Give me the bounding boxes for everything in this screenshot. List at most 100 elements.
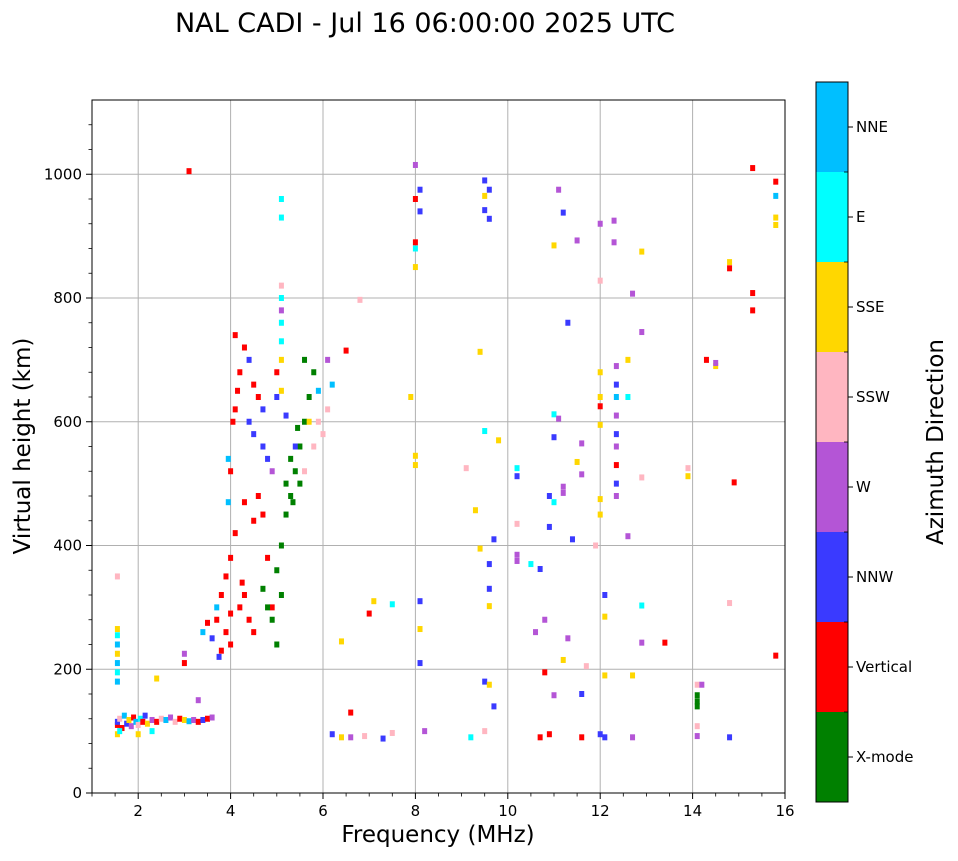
data-point (246, 356, 252, 363)
data-point (613, 412, 619, 419)
data-point (662, 639, 668, 646)
y-tick-label: 600 (53, 413, 82, 431)
data-point (560, 483, 566, 490)
data-point (278, 295, 284, 301)
data-point (537, 566, 543, 573)
data-point (556, 186, 562, 193)
data-point (138, 715, 144, 722)
data-point (235, 387, 241, 394)
data-point (412, 245, 418, 252)
data-point (154, 718, 160, 725)
data-point (278, 196, 284, 202)
data-point (472, 507, 478, 514)
data-point (389, 601, 395, 608)
data-point (703, 356, 709, 363)
data-point (260, 585, 266, 592)
data-point (639, 248, 645, 255)
colorbar-segment (816, 622, 848, 712)
data-point (241, 344, 247, 351)
data-point (773, 221, 779, 228)
data-point (214, 616, 220, 623)
data-point (560, 209, 566, 216)
data-point (186, 168, 192, 175)
data-point (172, 718, 178, 725)
data-point (181, 716, 187, 723)
data-point (468, 734, 474, 741)
data-point (260, 443, 266, 450)
data-point (773, 214, 779, 221)
y-tick-label: 800 (53, 289, 82, 307)
data-point (389, 729, 395, 736)
data-point (713, 359, 719, 366)
data-point (216, 653, 222, 660)
data-point (613, 394, 619, 400)
data-point (625, 533, 631, 540)
data-point (255, 493, 261, 499)
data-point (290, 499, 296, 506)
data-point (237, 604, 243, 611)
data-point (124, 720, 130, 727)
y-axis-label: Virtual height (km) (10, 338, 36, 555)
data-point (149, 728, 155, 735)
data-point (482, 428, 488, 435)
data-point (241, 592, 247, 598)
colorbar-segment (816, 262, 848, 352)
data-point (482, 207, 488, 214)
data-point (278, 542, 284, 549)
data-point (255, 394, 261, 400)
data-point (602, 672, 608, 679)
data-point (283, 511, 289, 518)
data-point (209, 714, 215, 721)
data-point (574, 458, 580, 465)
data-point (117, 715, 123, 722)
data-point (114, 669, 120, 676)
data-point (727, 600, 733, 607)
colorbar-tick-label: SSW (856, 388, 890, 406)
data-point (727, 259, 733, 266)
data-point (232, 332, 238, 339)
data-point (694, 681, 700, 688)
data-point (269, 604, 275, 611)
data-point (265, 604, 271, 611)
data-point (278, 319, 284, 326)
data-point (412, 264, 418, 271)
data-point (551, 434, 557, 441)
data-point (611, 239, 617, 246)
data-point (241, 499, 247, 506)
data-point (329, 381, 335, 388)
data-point (699, 681, 705, 688)
data-point (546, 731, 552, 738)
data-point (477, 348, 483, 355)
data-point (246, 418, 252, 425)
data-point (556, 415, 562, 422)
data-point (694, 703, 700, 710)
data-point (251, 381, 257, 388)
data-point (694, 692, 700, 699)
x-tick-label: 10 (498, 802, 517, 820)
data-point (200, 716, 206, 723)
data-point (482, 678, 488, 685)
grid-lines (92, 100, 786, 794)
data-point (773, 178, 779, 185)
data-point (551, 692, 557, 699)
data-point (417, 208, 423, 215)
data-point (338, 734, 344, 741)
data-point (574, 237, 580, 244)
colorbar-segment (816, 532, 848, 622)
colorbar-segment (816, 712, 848, 802)
data-point (773, 192, 779, 199)
colorbar-tick-label: X-mode (856, 748, 913, 766)
data-point (278, 214, 284, 221)
data-point (205, 619, 210, 626)
x-tick-label: 8 (411, 802, 421, 820)
data-point (362, 733, 368, 740)
data-point (639, 474, 645, 481)
data-point (297, 443, 303, 450)
data-point (597, 220, 603, 227)
data-point (579, 691, 585, 697)
data-point (491, 703, 497, 710)
colorbar: X-mode Vertical NNW W SSW SSE E NNE (815, 81, 913, 803)
data-point (486, 681, 492, 688)
data-point (685, 473, 691, 480)
